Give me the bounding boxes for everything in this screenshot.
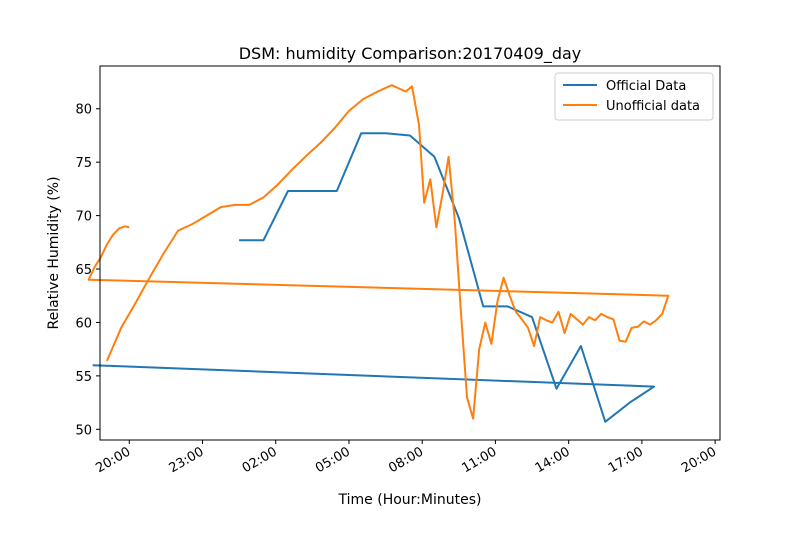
- y-tick-label: 70: [75, 210, 92, 225]
- y-tick-label: 60: [75, 316, 92, 331]
- legend: Official Data Unofficial data: [554, 72, 714, 121]
- series-layer: [87, 84, 670, 423]
- legend-label: Official Data: [606, 79, 686, 94]
- y-tick-label: 50: [75, 423, 92, 438]
- x-axis-label: Time (Hour:Minutes): [338, 492, 482, 508]
- chart-title: DSM: humidity Comparison:20170409_day: [239, 44, 582, 64]
- y-tick-label: 55: [75, 370, 92, 385]
- y-axis-label: Relative Humidity (%): [46, 176, 62, 329]
- plot-frame: [99, 65, 721, 441]
- series-line: [92, 132, 656, 423]
- legend-label: Unofficial data: [606, 99, 700, 114]
- y-tick-label: 65: [75, 263, 92, 278]
- y-tick-label: 80: [75, 103, 92, 118]
- y-tick-label: 75: [75, 156, 92, 171]
- series-line: [87, 84, 670, 420]
